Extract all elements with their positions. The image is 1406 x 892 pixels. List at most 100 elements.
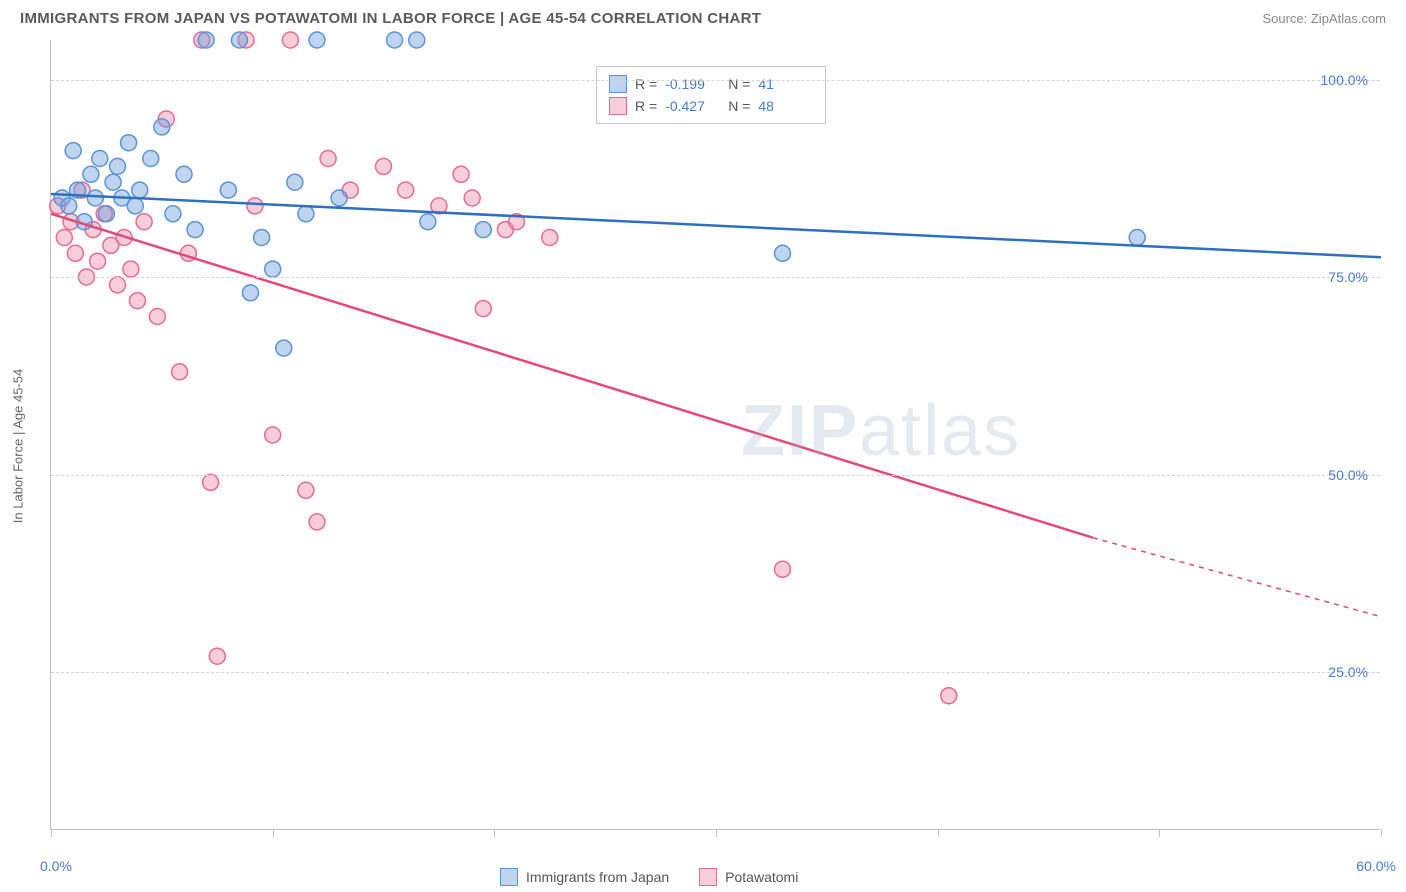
- japan-point: [276, 340, 292, 356]
- potawatomi-point: [123, 261, 139, 277]
- japan-point: [110, 158, 126, 174]
- chart-title: IMMIGRANTS FROM JAPAN VS POTAWATOMI IN L…: [20, 10, 761, 27]
- potawatomi-point: [265, 427, 281, 443]
- japan-point: [775, 245, 791, 261]
- gridline: [51, 277, 1380, 278]
- japan-point: [65, 143, 81, 159]
- japan-point: [387, 32, 403, 48]
- potawatomi-point: [172, 364, 188, 380]
- potawatomi-point: [56, 230, 72, 246]
- japan-point: [298, 206, 314, 222]
- r-value-potawatomi: -0.427: [665, 98, 720, 114]
- n-label: N =: [728, 98, 750, 114]
- potawatomi-point: [453, 166, 469, 182]
- japan-point: [105, 174, 121, 190]
- gridline: [51, 475, 1380, 476]
- x-tick-0: 0.0%: [40, 858, 72, 874]
- japan-point: [309, 32, 325, 48]
- y-tick-label: 25.0%: [1328, 664, 1368, 680]
- japan-point: [87, 190, 103, 206]
- y-tick-label: 50.0%: [1328, 467, 1368, 483]
- japan-point: [92, 151, 108, 167]
- r-label: R =: [635, 98, 657, 114]
- scatter-plot-svg: [51, 40, 1380, 829]
- japan-point: [127, 198, 143, 214]
- trend-line-japan: [51, 194, 1381, 257]
- source-attribution: Source: ZipAtlas.com: [1262, 11, 1386, 26]
- japan-point: [331, 190, 347, 206]
- potawatomi-point: [203, 474, 219, 490]
- potawatomi-point: [67, 245, 83, 261]
- legend-item-japan: Immigrants from Japan: [500, 868, 669, 886]
- legend-label-potawatomi: Potawatomi: [725, 869, 798, 885]
- potawatomi-point: [941, 688, 957, 704]
- japan-point: [409, 32, 425, 48]
- japan-point: [231, 32, 247, 48]
- potawatomi-point: [775, 561, 791, 577]
- potawatomi-point: [110, 277, 126, 293]
- japan-point: [154, 119, 170, 135]
- correlation-legend: R = -0.199 N = 41 R = -0.427 N = 48: [596, 66, 826, 124]
- japan-point: [254, 230, 270, 246]
- x-tick-60: 60.0%: [1356, 858, 1396, 874]
- legend-item-potawatomi: Potawatomi: [699, 868, 798, 886]
- japan-point: [98, 206, 114, 222]
- japan-point: [243, 285, 259, 301]
- trend-line-potawatomi-dashed: [1093, 538, 1381, 617]
- r-value-japan: -0.199: [665, 76, 720, 92]
- swatch-japan-bottom: [500, 868, 518, 886]
- r-label: R =: [635, 76, 657, 92]
- japan-point: [83, 166, 99, 182]
- n-label: N =: [728, 76, 750, 92]
- legend-row-japan: R = -0.199 N = 41: [609, 73, 813, 95]
- japan-point: [198, 32, 214, 48]
- japan-point: [121, 135, 137, 151]
- potawatomi-point: [464, 190, 480, 206]
- n-value-potawatomi: 48: [758, 98, 813, 114]
- gridline: [51, 672, 1380, 673]
- potawatomi-point: [542, 230, 558, 246]
- potawatomi-point: [149, 309, 165, 325]
- x-tick: [51, 829, 52, 837]
- japan-point: [420, 214, 436, 230]
- potawatomi-point: [309, 514, 325, 530]
- japan-point: [176, 166, 192, 182]
- potawatomi-point: [247, 198, 263, 214]
- legend-label-japan: Immigrants from Japan: [526, 869, 669, 885]
- potawatomi-point: [475, 301, 491, 317]
- potawatomi-point: [136, 214, 152, 230]
- japan-point: [220, 182, 236, 198]
- japan-point: [143, 151, 159, 167]
- x-tick: [1381, 829, 1382, 837]
- y-axis-label: In Labor Force | Age 45-54: [11, 369, 26, 523]
- swatch-potawatomi-bottom: [699, 868, 717, 886]
- series-legend: Immigrants from Japan Potawatomi: [500, 868, 798, 886]
- chart-plot-area: ZIPatlas R = -0.199 N = 41 R = -0.427 N …: [50, 40, 1380, 830]
- swatch-potawatomi: [609, 97, 627, 115]
- y-tick-label: 100.0%: [1321, 72, 1368, 88]
- japan-point: [1129, 230, 1145, 246]
- japan-point: [475, 222, 491, 238]
- japan-point: [187, 222, 203, 238]
- x-tick: [273, 829, 274, 837]
- japan-point: [132, 182, 148, 198]
- potawatomi-point: [320, 151, 336, 167]
- x-tick: [1159, 829, 1160, 837]
- potawatomi-point: [398, 182, 414, 198]
- potawatomi-point: [209, 648, 225, 664]
- legend-row-potawatomi: R = -0.427 N = 48: [609, 95, 813, 117]
- japan-point: [265, 261, 281, 277]
- x-tick: [938, 829, 939, 837]
- gridline: [51, 80, 1380, 81]
- potawatomi-point: [129, 293, 145, 309]
- swatch-japan: [609, 75, 627, 93]
- japan-point: [287, 174, 303, 190]
- potawatomi-point: [376, 158, 392, 174]
- x-tick: [494, 829, 495, 837]
- japan-point: [165, 206, 181, 222]
- y-tick-label: 75.0%: [1328, 269, 1368, 285]
- n-value-japan: 41: [758, 76, 813, 92]
- x-tick: [716, 829, 717, 837]
- potawatomi-point: [298, 482, 314, 498]
- japan-point: [61, 198, 77, 214]
